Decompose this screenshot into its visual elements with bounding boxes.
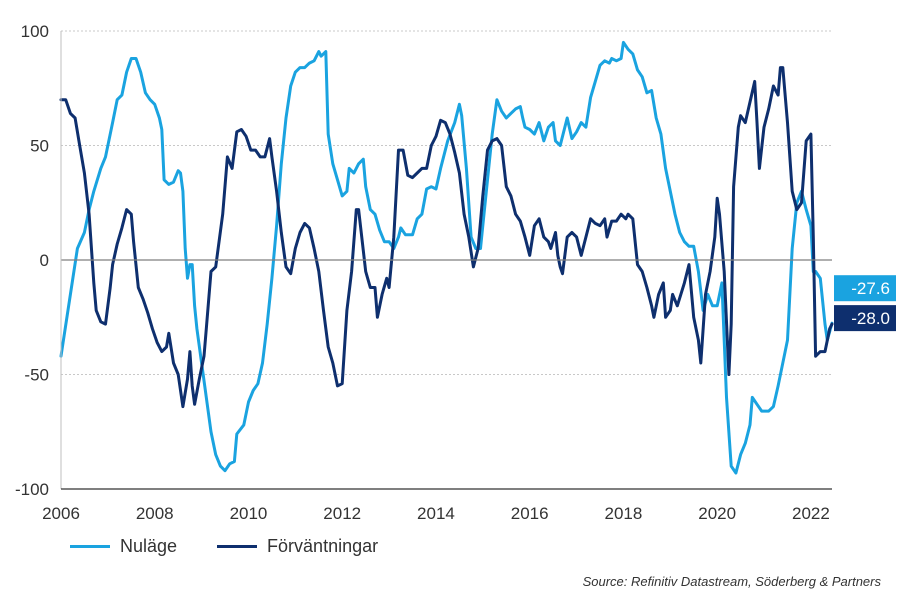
- end-badge-label-nulage: -27.6: [851, 279, 890, 298]
- x-tick-label: 2022: [792, 504, 830, 523]
- end-badge-nulage: [834, 275, 896, 302]
- y-tick-label: 50: [30, 137, 49, 156]
- legend-item-forvantningar: Förväntningar: [217, 536, 378, 557]
- series-line-nulage: [59, 40, 834, 475]
- series-lines: [59, 40, 834, 475]
- x-tick-label: 2008: [136, 504, 174, 523]
- y-tick-label: -50: [24, 366, 49, 385]
- tick-labels: 100 50 0 -50 -100 2006 2008 2010 2012 2014 2016 201…: [15, 22, 830, 523]
- axes: [60, 31, 832, 490]
- legend-label-nulage: Nuläge: [120, 536, 178, 556]
- x-tick-label: 2018: [605, 504, 643, 523]
- x-tick-label: 2006: [42, 504, 80, 523]
- y-tick-label: 100: [21, 22, 49, 41]
- y-tick-label: 0: [40, 251, 49, 270]
- legend-item-nulage: Nuläge: [70, 536, 177, 557]
- x-tick-label: 2020: [698, 504, 736, 523]
- legend-label-forvantningar: Förväntningar: [267, 536, 379, 556]
- source-note: Source: Refinitiv Datastream, Söderberg …: [582, 574, 881, 589]
- legend-swatch-nulage: [70, 545, 110, 548]
- x-tick-label: 2016: [511, 504, 549, 523]
- legend: Nuläge Förväntningar: [70, 536, 378, 557]
- legend-swatch-forvantningar: [217, 545, 258, 548]
- end-badge-label-forvantningar: -28.0: [851, 309, 890, 328]
- x-tick-label: 2012: [323, 504, 361, 523]
- series-line-forvantningar: [59, 66, 834, 409]
- end-value-badges: -27.6 -28.0: [834, 275, 896, 332]
- x-tick-label: 2010: [230, 504, 268, 523]
- x-tick-label: 2014: [417, 504, 455, 523]
- y-tick-label: -100: [15, 480, 49, 499]
- end-badge-forvantningar: [834, 305, 896, 332]
